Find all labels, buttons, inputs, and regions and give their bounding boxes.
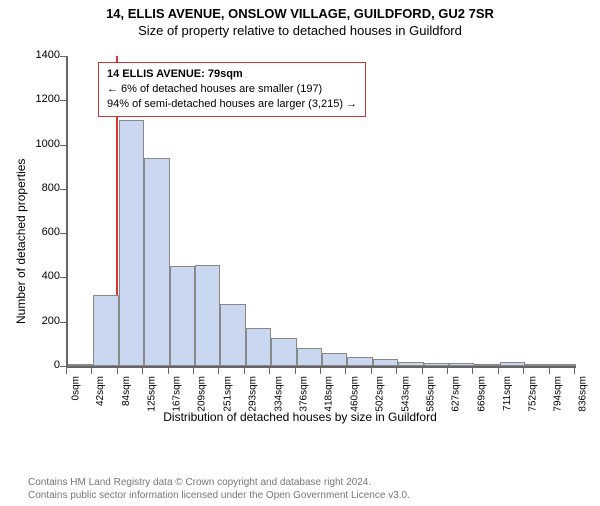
ytick-mark — [60, 56, 66, 57]
ytick-label: 600 — [10, 226, 60, 238]
xtick-mark — [142, 368, 143, 374]
ytick-label: 1000 — [10, 138, 60, 150]
histogram-bar — [119, 120, 144, 366]
xtick-mark — [218, 368, 219, 374]
xtick-label: 0sqm — [70, 376, 81, 400]
xtick-label: 293sqm — [248, 376, 259, 412]
xtick-mark — [472, 368, 473, 374]
callout-line1: 14 ELLIS AVENUE: 79sqm — [107, 67, 357, 82]
ytick-mark — [60, 366, 66, 367]
footer-attribution: Contains HM Land Registry data © Crown c… — [0, 477, 600, 502]
xtick-mark — [371, 368, 372, 374]
xtick-label: 42sqm — [95, 376, 106, 406]
xtick-label: 627sqm — [451, 376, 462, 412]
footer-line2: Contains public sector information licen… — [28, 490, 600, 503]
xtick-mark — [295, 368, 296, 374]
histogram-bar — [271, 338, 296, 366]
ytick-mark — [60, 189, 66, 190]
histogram-bar — [144, 158, 169, 366]
xtick-label: 376sqm — [299, 376, 310, 412]
xtick-mark — [549, 368, 550, 374]
ytick-mark — [60, 322, 66, 323]
xtick-mark — [574, 368, 575, 374]
histogram-bar — [220, 304, 245, 366]
xtick-label: 167sqm — [172, 376, 183, 412]
ytick-label: 800 — [10, 182, 60, 194]
histogram-bar — [68, 364, 93, 366]
xtick-label: 711sqm — [502, 376, 513, 411]
xtick-label: 334sqm — [273, 376, 284, 412]
xtick-mark — [396, 368, 397, 374]
histogram-bar — [170, 266, 195, 366]
xtick-mark — [269, 368, 270, 374]
ytick-label: 1400 — [10, 49, 60, 61]
chart-container: Number of detached properties 14 ELLIS A… — [0, 48, 600, 428]
footer-line1: Contains HM Land Registry data © Crown c… — [28, 477, 600, 490]
callout-line3: 94% of semi-detached houses are larger (… — [107, 97, 357, 112]
xtick-label: 543sqm — [400, 376, 411, 412]
xtick-label: 752sqm — [527, 376, 538, 412]
ytick-mark — [60, 277, 66, 278]
callout-box: 14 ELLIS AVENUE: 79sqm ← 6% of detached … — [98, 62, 366, 117]
histogram-bar — [500, 362, 525, 366]
ytick-label: 400 — [10, 270, 60, 282]
histogram-bar — [322, 353, 347, 366]
histogram-bar — [93, 295, 118, 366]
xtick-label: 251sqm — [222, 376, 233, 412]
xtick-mark — [422, 368, 423, 374]
histogram-bar — [398, 362, 423, 366]
xtick-mark — [523, 368, 524, 374]
xtick-label: 669sqm — [476, 376, 487, 412]
xtick-mark — [244, 368, 245, 374]
xtick-label: 209sqm — [197, 376, 208, 412]
histogram-bar — [474, 364, 499, 366]
xtick-mark — [447, 368, 448, 374]
xtick-label: 794sqm — [553, 376, 564, 412]
xtick-label: 418sqm — [324, 376, 335, 412]
plot-area: 14 ELLIS AVENUE: 79sqm ← 6% of detached … — [66, 56, 576, 368]
ytick-mark — [60, 233, 66, 234]
histogram-bar — [297, 348, 322, 366]
ytick-mark — [60, 100, 66, 101]
xtick-mark — [117, 368, 118, 374]
xtick-mark — [91, 368, 92, 374]
histogram-bar — [551, 364, 576, 366]
xtick-label: 836sqm — [578, 376, 589, 412]
xtick-label: 84sqm — [121, 376, 132, 406]
xtick-mark — [193, 368, 194, 374]
xtick-label: 585sqm — [426, 376, 437, 412]
xtick-mark — [320, 368, 321, 374]
xtick-label: 502sqm — [375, 376, 386, 412]
xtick-mark — [498, 368, 499, 374]
xtick-mark — [345, 368, 346, 374]
histogram-bar — [424, 363, 449, 366]
xtick-mark — [66, 368, 67, 374]
histogram-bar — [246, 328, 271, 366]
histogram-bar — [449, 363, 474, 366]
histogram-bar — [373, 359, 398, 366]
ytick-label: 200 — [10, 315, 60, 327]
xtick-label: 125sqm — [146, 376, 157, 412]
title-subtitle: Size of property relative to detached ho… — [0, 23, 600, 38]
ytick-label: 1200 — [10, 93, 60, 105]
xtick-label: 460sqm — [349, 376, 360, 412]
x-axis-label: Distribution of detached houses by size … — [0, 410, 600, 424]
histogram-bar — [347, 357, 372, 366]
histogram-bar — [525, 364, 550, 366]
ytick-mark — [60, 145, 66, 146]
xtick-mark — [168, 368, 169, 374]
title-address: 14, ELLIS AVENUE, ONSLOW VILLAGE, GUILDF… — [0, 6, 600, 21]
callout-line2: ← 6% of detached houses are smaller (197… — [107, 82, 357, 97]
histogram-bar — [195, 265, 220, 366]
ytick-label: 0 — [10, 359, 60, 371]
